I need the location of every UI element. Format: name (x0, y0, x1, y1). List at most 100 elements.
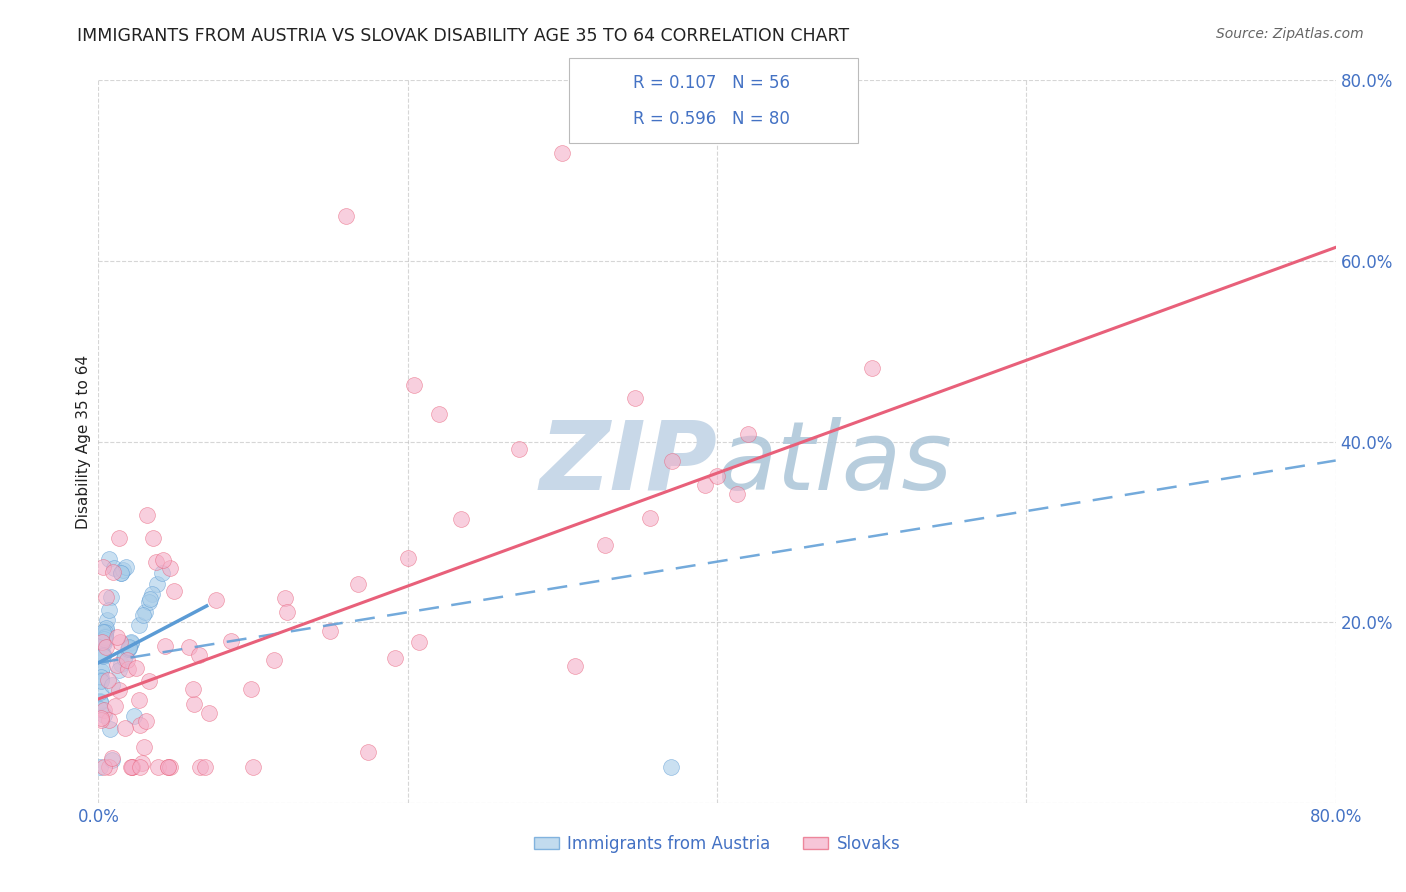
Point (110, 566, 132, 580)
Point (103, 561, 125, 575)
Point (402, 378, 425, 392)
Point (89, 701, 111, 715)
Point (134, 739, 156, 754)
Point (98, 552, 121, 566)
Point (96, 613, 118, 627)
Point (93, 708, 115, 723)
Point (181, 682, 204, 697)
Point (508, 442, 530, 457)
Point (153, 640, 176, 654)
Point (129, 760, 152, 774)
Point (93, 632, 115, 647)
Point (145, 555, 167, 569)
Point (110, 566, 132, 580)
Point (204, 593, 226, 607)
Point (90, 713, 112, 727)
Point (98, 713, 121, 727)
Point (108, 683, 131, 698)
Point (188, 760, 211, 774)
Point (152, 553, 174, 567)
Point (110, 657, 132, 672)
Point (276, 605, 298, 619)
Point (98, 760, 121, 774)
Point (129, 717, 152, 731)
Point (90, 661, 112, 675)
Point (112, 651, 135, 665)
Point (94, 640, 117, 654)
Point (347, 577, 370, 591)
Point (101, 753, 124, 767)
Point (240, 682, 263, 697)
Point (146, 577, 169, 591)
Point (122, 709, 145, 723)
Point (159, 561, 181, 575)
Point (100, 591, 122, 605)
Point (551, 145, 574, 160)
Point (135, 508, 157, 522)
Point (90, 711, 112, 725)
Point (93, 703, 115, 717)
Point (90, 673, 112, 688)
Point (94, 625, 117, 640)
Point (121, 760, 143, 774)
Point (91, 648, 114, 663)
Point (141, 587, 163, 601)
Point (725, 487, 748, 501)
Point (97, 673, 120, 687)
Point (114, 721, 136, 735)
Point (89, 694, 111, 708)
Point (112, 562, 135, 576)
Point (115, 653, 138, 667)
Point (142, 532, 165, 546)
Text: IMMIGRANTS FROM AUSTRIA VS SLOVAK DISABILITY AGE 35 TO 64 CORRELATION CHART: IMMIGRANTS FROM AUSTRIA VS SLOVAK DISABI… (77, 27, 849, 45)
Point (135, 714, 157, 729)
Point (263, 653, 285, 667)
Point (89, 759, 111, 773)
Point (90, 673, 112, 687)
Point (89, 695, 111, 709)
Point (139, 591, 162, 606)
Point (157, 760, 180, 774)
Point (593, 538, 616, 552)
Point (94, 623, 117, 637)
Point (693, 478, 716, 492)
Point (94, 621, 117, 635)
Point (408, 634, 430, 648)
Point (117, 662, 139, 676)
Point (150, 566, 173, 581)
Point (94, 628, 117, 642)
Point (93, 633, 115, 648)
Point (107, 531, 129, 545)
Point (94, 629, 117, 643)
Legend: Immigrants from Austria, Slovaks: Immigrants from Austria, Slovaks (527, 828, 907, 860)
Text: R = 0.596   N = 80: R = 0.596 N = 80 (633, 110, 790, 128)
Point (89, 685, 111, 699)
Point (134, 605, 156, 619)
Point (146, 760, 169, 774)
Point (159, 760, 181, 774)
Point (242, 760, 264, 774)
Point (396, 551, 419, 566)
Point (101, 565, 124, 579)
Point (117, 642, 139, 657)
Point (138, 595, 160, 609)
Text: ZIP: ZIP (538, 417, 717, 509)
Point (90, 670, 112, 684)
Point (183, 697, 205, 711)
Point (219, 633, 242, 648)
Point (319, 624, 342, 638)
Point (128, 693, 150, 707)
Point (105, 630, 128, 644)
Point (335, 209, 357, 223)
Point (101, 678, 124, 692)
Point (737, 427, 759, 442)
Point (100, 750, 122, 764)
Point (93, 636, 115, 650)
Point (860, 361, 883, 376)
Point (107, 663, 129, 677)
Point (105, 657, 128, 672)
Point (128, 617, 150, 632)
Point (91, 635, 114, 649)
Point (91, 647, 114, 661)
Point (198, 706, 221, 720)
